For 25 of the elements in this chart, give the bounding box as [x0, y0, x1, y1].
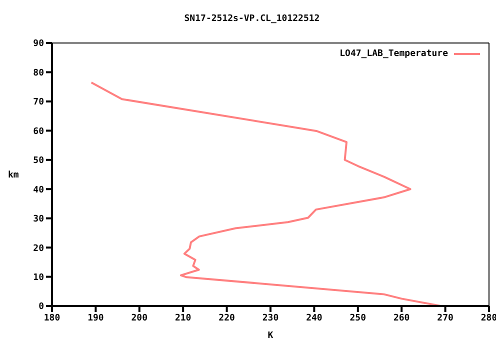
x-tick-label: 220: [218, 313, 235, 324]
x-axis-title: K: [268, 331, 274, 341]
x-tick-label: 230: [262, 313, 279, 324]
y-tick-label: 90: [33, 39, 44, 50]
x-tick-label: 190: [88, 313, 104, 324]
x-tick-label: 260: [393, 313, 410, 324]
y-tick-label: 60: [33, 126, 44, 137]
y-tick-label: 80: [33, 68, 44, 78]
line-series: [90, 81, 442, 306]
y-tick-label: 70: [33, 98, 44, 108]
y-tick-label: 50: [33, 156, 44, 166]
y-axis-title: km: [8, 170, 20, 181]
x-tick-label: 200: [131, 313, 148, 324]
y-tick-label: 30: [33, 214, 44, 225]
x-tick-label: 210: [174, 313, 192, 324]
legend-label: LO47_LAB_Temperature: [340, 49, 448, 59]
x-tick-label: 250: [350, 313, 366, 324]
y-tick-label: 40: [33, 185, 44, 196]
y-tick-label: 20: [33, 244, 44, 254]
y-tick-label: 0: [38, 302, 44, 312]
y-tick-label: 10: [33, 272, 44, 283]
x-tick-label: 240: [306, 313, 322, 324]
x-tick-label: 270: [437, 313, 454, 324]
x-tick-label: 180: [44, 313, 60, 324]
chart-title: SN17-2512s-VP.CL_10122512: [183, 13, 321, 26]
